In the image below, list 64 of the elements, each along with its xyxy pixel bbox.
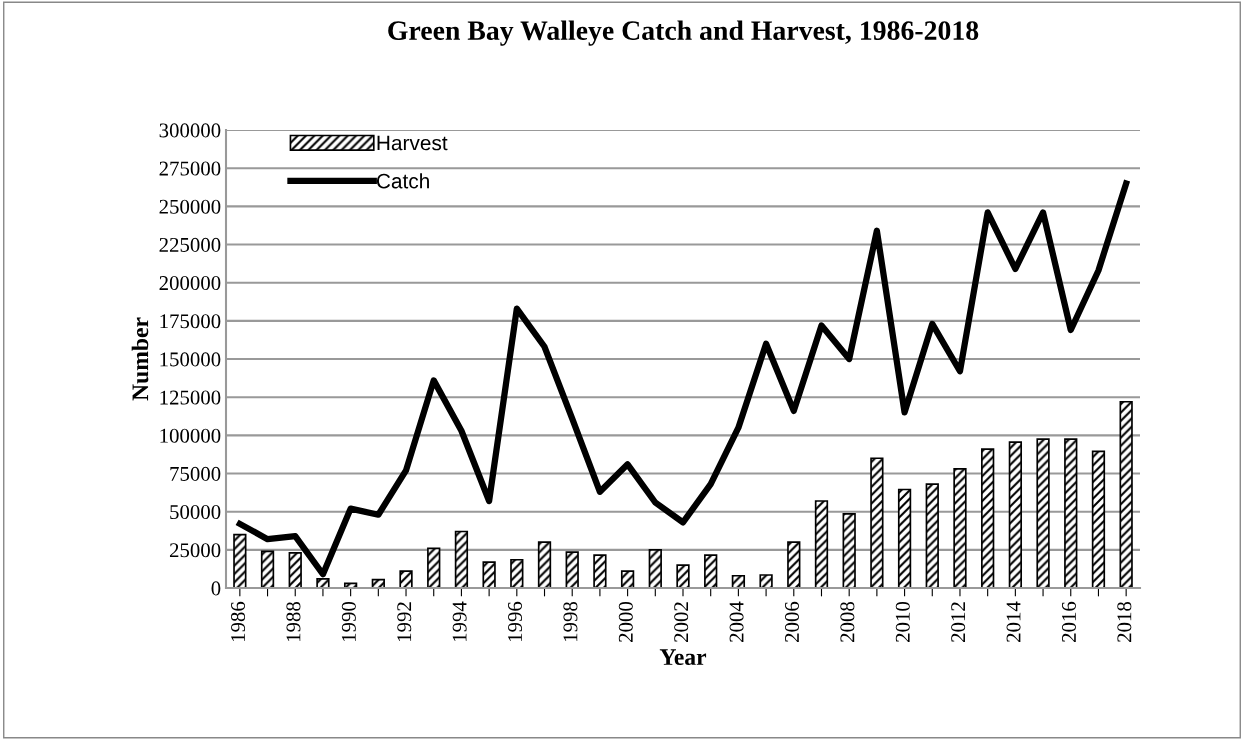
y-tick-label: 125000 xyxy=(160,390,221,405)
bar xyxy=(233,533,247,588)
y-tick-label: 300000 xyxy=(159,123,221,138)
x-axis-title: Year xyxy=(659,649,707,666)
bar xyxy=(1036,438,1050,588)
x-tick-label: 1996 xyxy=(508,601,523,642)
legend-label: Harvest xyxy=(377,135,448,151)
bar xyxy=(648,548,662,588)
bar xyxy=(1064,438,1078,588)
y-axis-title: Number xyxy=(131,317,149,401)
bar xyxy=(260,550,275,588)
x-tick-label: 1986 xyxy=(231,601,246,642)
y-tick-label: 175000 xyxy=(160,314,221,329)
bar xyxy=(897,488,912,588)
y-tick-label: 50000 xyxy=(170,505,221,520)
bar xyxy=(814,500,829,588)
y-tick-label: 75000 xyxy=(170,466,221,481)
bar xyxy=(620,570,635,588)
x-tick-label: 2014 xyxy=(1006,601,1021,642)
y-tick-label: 25000 xyxy=(169,543,221,558)
bar xyxy=(759,574,773,588)
bar xyxy=(1119,400,1133,588)
bar xyxy=(981,448,995,588)
bar xyxy=(731,574,746,588)
bar xyxy=(565,551,579,588)
bar xyxy=(454,530,469,588)
y-tick-label: 100000 xyxy=(160,428,221,443)
bar xyxy=(787,541,801,588)
x-tick-label: 1998 xyxy=(563,601,578,642)
x-tick-label: 2002 xyxy=(674,602,689,642)
y-tick-label: 200000 xyxy=(159,276,221,291)
bar xyxy=(1008,441,1023,588)
bar xyxy=(510,558,524,588)
bar xyxy=(953,468,967,588)
bar xyxy=(593,554,607,588)
x-tick-label: 2004 xyxy=(729,601,744,642)
bar xyxy=(925,483,939,588)
bar xyxy=(399,570,413,588)
y-tick-label: 275000 xyxy=(159,161,221,176)
x-tick-label: 2006 xyxy=(784,601,799,642)
bar xyxy=(427,547,441,588)
x-tick-label: 2000 xyxy=(618,601,633,642)
y-tick-label: 250000 xyxy=(159,199,221,214)
bar xyxy=(842,513,856,588)
x-tick-label: 1988 xyxy=(286,601,301,642)
x-tick-label: 1990 xyxy=(341,601,356,642)
x-tick-label: 2016 xyxy=(1061,601,1076,642)
bar xyxy=(1091,450,1106,588)
y-tick-label: 225000 xyxy=(159,237,221,252)
x-tick-label: 2012 xyxy=(951,602,966,642)
bar xyxy=(537,541,552,588)
x-tick-label: 2008 xyxy=(840,601,855,642)
bar xyxy=(870,457,884,588)
x-tick-label: 2010 xyxy=(895,601,910,642)
bar xyxy=(482,561,496,588)
x-tick-label: 1992 xyxy=(397,602,412,642)
chart-title: Green Bay Walleye Catch and Harvest, 1986-2018 xyxy=(388,20,979,46)
x-tick-label: 1994 xyxy=(452,601,467,642)
bar xyxy=(704,554,718,588)
bar xyxy=(676,564,690,588)
y-tick-label: 0 xyxy=(211,581,221,596)
legend-label: Catch xyxy=(376,173,429,189)
y-tick-label: 150000 xyxy=(160,352,221,367)
x-tick-label: 2018 xyxy=(1117,601,1132,642)
